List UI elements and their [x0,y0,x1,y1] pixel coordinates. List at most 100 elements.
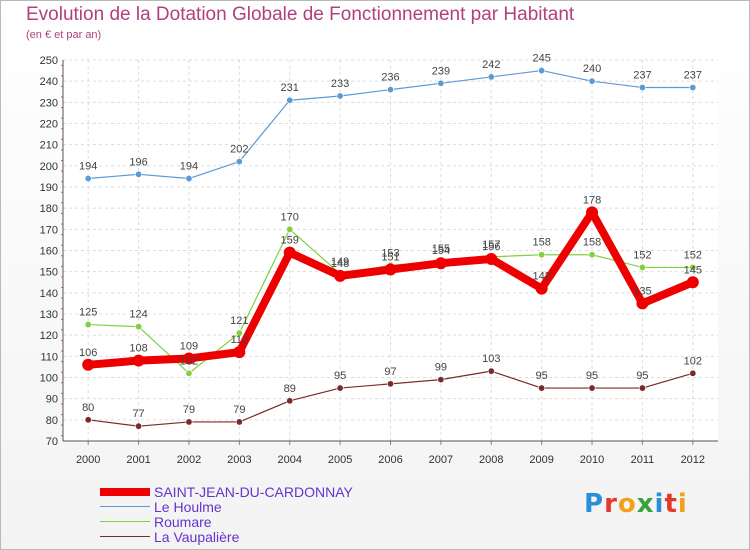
data-label-roumare: 125 [79,307,97,319]
legend-swatch [100,520,150,523]
y-tick-label: 150 [40,267,58,279]
data-label-roumare: 158 [532,237,550,249]
legend-item-la-vaupaliere: La Vaupalière [100,528,353,545]
data-label-le-houlme: 194 [79,161,97,173]
data-label-la-vaupaliere: 102 [684,355,702,367]
x-tick-label: 2000 [76,454,100,466]
data-label-saint-jean-du-cardonnay: 178 [583,194,601,206]
data-label-saint-jean-du-cardonnay: 142 [532,271,550,283]
y-tick-label: 230 [40,97,58,109]
x-tick-label: 2006 [378,454,402,466]
data-point-saint-jean-du-cardonnay [686,276,699,289]
y-tick-label: 170 [40,224,58,236]
y-tick-label: 120 [40,330,58,342]
data-label-roumare: 153 [381,247,399,259]
data-point-la-vaupaliere [84,416,92,424]
data-point-le-houlme [286,96,294,104]
y-tick-label: 70 [46,436,58,448]
data-point-le-houlme [538,67,546,75]
data-point-la-vaupaliere [185,418,193,426]
y-tick-label: 100 [40,373,58,385]
legend-label: SAINT-JEAN-DU-CARDONNAY [154,483,353,500]
y-tick-label: 160 [40,246,58,258]
y-tick-label: 110 [40,351,58,363]
y-tick-label: 200 [40,161,58,173]
chart-subtitle: (en € et par an) [26,29,102,41]
data-point-la-vaupaliere [286,397,294,405]
data-label-le-houlme: 231 [281,82,299,94]
data-point-la-vaupaliere [336,384,344,392]
data-label-le-houlme: 240 [583,63,601,75]
data-point-le-houlme [487,73,495,81]
data-label-saint-jean-du-cardonnay: 106 [79,347,97,359]
data-point-saint-jean-du-cardonnay [233,346,246,359]
data-point-la-vaupaliere [538,384,546,392]
data-label-roumare: 149 [331,256,349,268]
data-label-roumare: 152 [684,249,702,261]
data-point-saint-jean-du-cardonnay [384,263,397,276]
data-point-roumare [84,321,92,329]
x-tick-label: 2010 [580,454,604,466]
data-point-la-vaupaliere [386,380,394,388]
x-tick-label: 2003 [227,454,251,466]
data-label-saint-jean-du-cardonnay: 109 [180,340,198,352]
legend: SAINT-JEAN-DU-CARDONNAY Le Houlme Roumare L… [100,483,353,545]
data-label-la-vaupaliere: 95 [586,370,598,382]
data-label-le-houlme: 242 [482,59,500,71]
y-tick-label: 220 [40,119,58,131]
data-point-saint-jean-du-cardonnay [485,252,498,265]
data-point-saint-jean-du-cardonnay [334,269,347,282]
logo-letter: t [664,489,678,519]
y-tick-label: 130 [40,309,58,321]
data-point-le-houlme [185,175,193,183]
y-tick-label: 140 [40,288,58,300]
data-label-le-houlme: 237 [633,70,651,82]
y-tick-label: 90 [46,394,58,406]
y-tick-label: 80 [46,415,58,427]
data-point-le-houlme [336,92,344,100]
data-label-saint-jean-du-cardonnay: 151 [381,252,399,264]
data-label-le-houlme: 239 [432,65,450,77]
data-point-roumare [135,323,143,331]
legend-label: La Vaupalière [154,528,240,545]
data-point-le-houlme [437,79,445,87]
legend-swatch [100,505,150,508]
legend-item-le-houlme: Le Houlme [100,499,353,515]
data-label-saint-jean-du-cardonnay: 135 [633,285,651,297]
data-point-le-houlme [638,84,646,92]
data-label-le-houlme: 202 [230,144,248,156]
logo-letter: x [636,489,655,519]
data-point-le-houlme [235,158,243,166]
x-tick-label: 2002 [177,454,201,466]
data-label-le-houlme: 236 [381,72,399,84]
data-label-saint-jean-du-cardonnay: 159 [281,235,299,247]
legend-item-saint-jean-du-cardonnay: SAINT-JEAN-DU-CARDONNAY [100,483,353,500]
x-tick-label: 2011 [631,454,655,466]
data-point-saint-jean-du-cardonnay [636,297,649,310]
data-label-roumare: 124 [129,309,147,321]
data-label-la-vaupaliere: 79 [233,404,245,416]
data-point-le-houlme [135,170,143,178]
data-point-saint-jean-du-cardonnay [586,206,599,219]
data-label-roumare: 157 [482,239,500,251]
legend-item-roumare: Roumare [100,514,353,530]
data-label-le-houlme: 245 [532,53,550,65]
data-label-la-vaupaliere: 99 [435,362,447,374]
logo-letter: i [677,489,688,519]
data-label-le-houlme: 194 [180,161,198,173]
data-point-la-vaupaliere [437,376,445,384]
data-label-roumare: 158 [583,237,601,249]
logo-letter: o [617,489,637,519]
x-tick-label: 2008 [479,454,503,466]
data-label-la-vaupaliere: 77 [132,408,144,420]
data-label-roumare: 170 [281,211,299,223]
data-point-le-houlme [689,84,697,92]
y-tick-label: 250 [40,55,58,67]
data-point-roumare [588,251,596,259]
logo-letter: P [584,489,605,519]
data-label-roumare: 102 [180,355,198,367]
data-label-la-vaupaliere: 79 [183,404,195,416]
data-point-saint-jean-du-cardonnay [283,246,296,259]
data-point-le-houlme [84,175,92,183]
